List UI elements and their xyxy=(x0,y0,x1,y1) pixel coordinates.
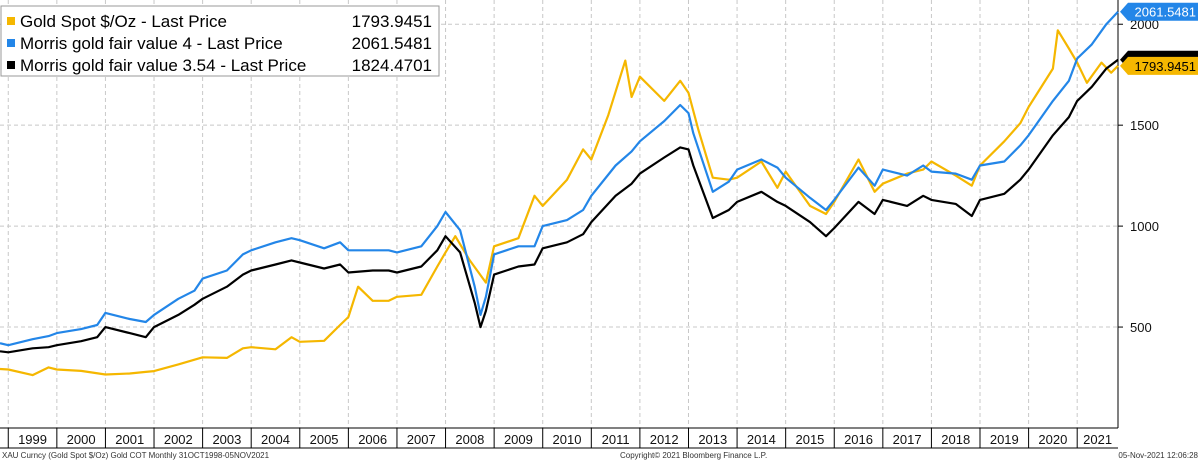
x-tick-label: 2003 xyxy=(212,432,241,447)
legend-series-name: Morris gold fair value 4 - Last Price xyxy=(20,34,283,53)
x-tick-label: 2013 xyxy=(698,432,727,447)
x-tick-label: 2020 xyxy=(1038,432,1067,447)
value-tag-label: 2061.5481 xyxy=(1135,5,1196,20)
x-tick-label: 2007 xyxy=(407,432,436,447)
legend-series-value: 2061.5481 xyxy=(352,34,432,53)
series-lines xyxy=(0,10,1119,377)
legend: Gold Spot $/Oz - Last Price 1793.9451 Morr… xyxy=(0,5,440,77)
legend-series-name: Gold Spot $/Oz - Last Price xyxy=(20,12,227,31)
footer-timestamp: 05-Nov-2021 12:06:28 xyxy=(1118,451,1198,460)
y-tick-label: 500 xyxy=(1130,320,1152,335)
legend-swatch xyxy=(7,17,15,25)
legend-series-name: Morris gold fair value 3.54 - Last Price xyxy=(20,56,306,75)
legend-swatch xyxy=(7,61,15,69)
value-tag-0: 1793.9451 xyxy=(1120,56,1198,75)
x-tick-label: 2006 xyxy=(358,432,387,447)
x-tick-label: 1999 xyxy=(18,432,47,447)
x-tick-label: 2017 xyxy=(893,432,922,447)
y-tick-label: 2000 xyxy=(1130,17,1159,32)
value-tag-1: 2061.5481 xyxy=(1120,2,1198,21)
legend-box xyxy=(0,5,440,77)
footer: XAU Curncy (Gold Spot $/Oz) Gold COT Mon… xyxy=(2,451,1199,460)
footer-copyright: Copyright© 2021 Bloomberg Finance L.P. xyxy=(620,451,767,460)
legend-swatch xyxy=(7,39,15,47)
series-line-0 xyxy=(0,29,1119,377)
value-tags: 2061.54811824.47011793.9451 xyxy=(1120,2,1198,75)
x-tick-label: 2021 xyxy=(1083,432,1112,447)
x-tick-label: 2014 xyxy=(747,432,776,447)
x-tick-label: 2019 xyxy=(990,432,1019,447)
series-line-1 xyxy=(0,10,1119,347)
footer-source: XAU Curncy (Gold Spot $/Oz) Gold COT Mon… xyxy=(2,451,270,460)
series-line-2 xyxy=(0,58,1119,354)
x-tick-label: 2018 xyxy=(941,432,970,447)
x-tick-label: 2008 xyxy=(455,432,484,447)
value-tag-box xyxy=(1120,2,1198,21)
x-tick-label: 2000 xyxy=(67,432,96,447)
legend-series-value: 1824.4701 xyxy=(352,56,432,75)
x-tick-label: 2009 xyxy=(504,432,533,447)
legend-series-value: 1793.9451 xyxy=(352,12,432,31)
x-tick-label: 2012 xyxy=(650,432,679,447)
y-axis: 500 1000 1500 2000 xyxy=(1118,17,1159,335)
value-tag-box xyxy=(1120,56,1198,75)
x-tick-label: 2001 xyxy=(115,432,144,447)
y-tick-label: 1000 xyxy=(1130,219,1159,234)
x-tick-label: 2016 xyxy=(844,432,873,447)
x-tick-label: 2002 xyxy=(164,432,193,447)
x-tick-label: 2011 xyxy=(602,432,630,447)
x-tick-label: 2015 xyxy=(795,432,824,447)
x-tick-label: 2004 xyxy=(261,432,290,447)
x-tick-label: 2005 xyxy=(310,432,339,447)
x-axis: 1999 2000 2001 2002 2003 2004 2005 2006 2007 2008… xyxy=(0,427,1118,449)
x-tick-label: 2010 xyxy=(553,432,582,447)
y-tick-label: 1500 xyxy=(1130,118,1159,133)
value-tag-label: 1793.9451 xyxy=(1135,59,1196,74)
